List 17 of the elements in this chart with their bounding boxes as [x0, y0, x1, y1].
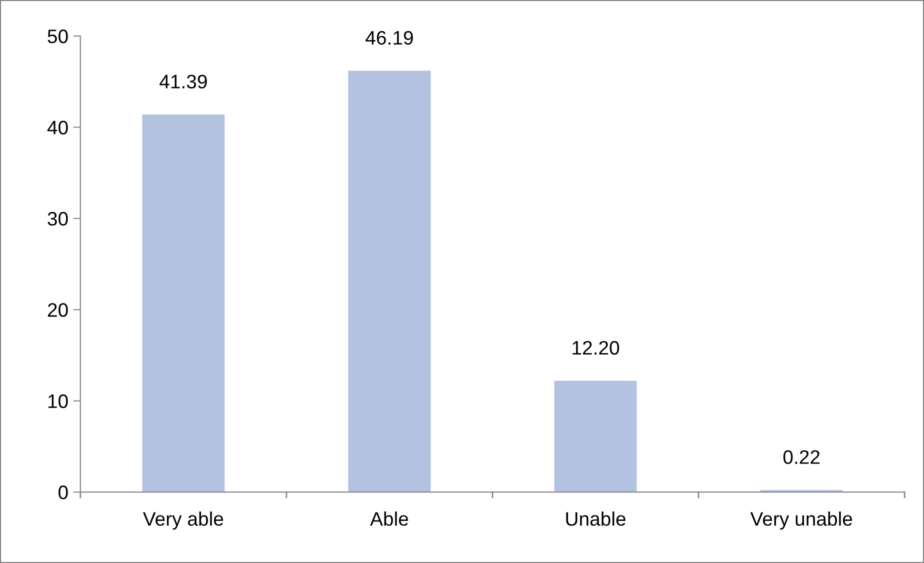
- bar: [348, 70, 431, 492]
- x-tick-label: Able: [370, 512, 408, 526]
- x-tick-label: Very unable: [750, 512, 852, 530]
- y-tick-label: 50: [48, 30, 68, 44]
- data-label: 41.39: [160, 74, 207, 88]
- bar: [554, 380, 637, 492]
- data-label: 46.19: [366, 30, 413, 45]
- y-tick-label: 30: [48, 212, 68, 226]
- x-tick-label: Unable: [566, 512, 626, 526]
- y-tick-label: 20: [48, 303, 68, 317]
- data-label: 0.22: [783, 450, 820, 464]
- y-tick-label: 0: [58, 486, 68, 500]
- x-tick-label: Very able: [142, 512, 224, 530]
- data-label: 12.20: [572, 340, 620, 355]
- bar: [142, 114, 225, 492]
- y-tick-label: 10: [48, 394, 68, 408]
- y-tick-label: 40: [47, 120, 68, 134]
